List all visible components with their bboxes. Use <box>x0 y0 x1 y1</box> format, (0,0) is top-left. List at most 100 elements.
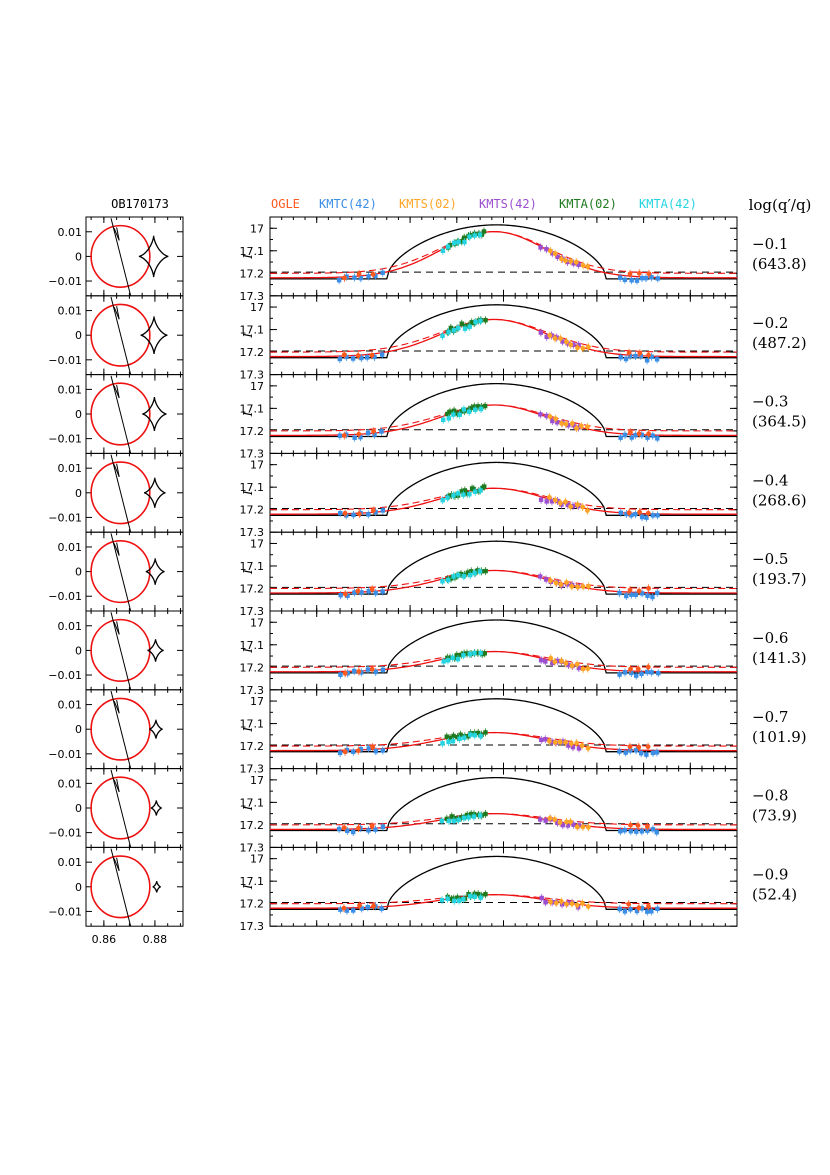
data-point <box>447 409 453 414</box>
source-circle <box>90 776 151 840</box>
data-point <box>645 510 651 516</box>
data-point <box>550 418 555 424</box>
data-point <box>544 413 549 419</box>
lc-ytick-label: 17.2 <box>240 346 265 359</box>
data-point <box>627 271 633 277</box>
trajectory-line <box>110 690 132 769</box>
data-point <box>341 825 347 831</box>
model-red-dashed <box>270 569 737 590</box>
data-point <box>566 662 571 668</box>
data-point <box>543 900 548 905</box>
data-point <box>451 408 457 413</box>
data-point <box>464 651 470 656</box>
lc-ytick-label: 17.1 <box>240 245 265 258</box>
data-point <box>569 421 575 426</box>
data-point <box>373 273 378 279</box>
data-point <box>543 818 548 823</box>
data-point <box>359 906 364 911</box>
data-point <box>475 568 480 573</box>
data-point <box>568 819 574 825</box>
data-point <box>447 655 453 661</box>
data-point <box>617 275 623 280</box>
data-point <box>650 594 655 600</box>
legend-entry-kmts42: KMTS(42) <box>479 197 537 211</box>
data-point <box>440 497 445 503</box>
caustic-ytick-label: 0.01 <box>58 699 83 712</box>
lc-ylabel: I <box>241 805 255 811</box>
data-point <box>633 592 638 597</box>
data-point <box>336 277 342 283</box>
data-point <box>645 828 650 833</box>
data-point <box>636 905 642 911</box>
data-point <box>563 499 568 505</box>
data-point <box>645 593 650 598</box>
data-point <box>379 429 384 434</box>
data-point <box>469 569 474 574</box>
data-point <box>629 278 634 283</box>
data-point <box>655 906 660 912</box>
data-point <box>365 905 370 910</box>
caustic-curve <box>143 477 166 508</box>
lc-ytick-label: 17.2 <box>240 582 265 595</box>
data-point <box>344 747 350 753</box>
data-point <box>628 513 634 518</box>
data-point <box>352 590 357 595</box>
legend-entry-kmta42: KMTA(42) <box>639 197 697 211</box>
lc-ytick-label: 17 <box>250 537 264 550</box>
lc-ytick-label: 17.2 <box>240 425 265 438</box>
data-point <box>344 908 350 913</box>
data-point <box>578 423 584 429</box>
data-point <box>337 356 343 362</box>
data-point <box>575 502 580 508</box>
data-point <box>622 432 628 438</box>
model-red-dashed <box>270 404 738 432</box>
data-point <box>586 583 591 589</box>
data-point <box>483 892 488 897</box>
data-point <box>472 570 477 576</box>
caustic-ytick-label: 0.01 <box>58 541 83 554</box>
data-point <box>585 745 591 751</box>
lc-ytick-label: 17.3 <box>240 526 265 539</box>
chi2-label: (141.3) <box>752 649 807 667</box>
data-point <box>380 270 385 275</box>
data-point <box>338 592 343 598</box>
trajectory-arrow <box>116 778 120 793</box>
model-black <box>270 698 737 753</box>
data-point <box>451 818 457 824</box>
data-point <box>645 824 650 830</box>
data-point <box>626 510 632 516</box>
data-point <box>627 744 633 750</box>
log-ratio-label: −0.5 <box>752 550 788 568</box>
data-point <box>552 659 558 665</box>
data-point <box>446 329 451 335</box>
caustic-ytick-label: −0.01 <box>48 905 82 918</box>
data-point <box>634 278 640 283</box>
data-point <box>467 893 473 899</box>
model-red-solid <box>270 230 737 279</box>
data-point <box>617 672 622 677</box>
data-point <box>467 491 472 497</box>
data-point <box>552 336 558 341</box>
data-point <box>623 356 629 362</box>
data-point <box>482 403 488 409</box>
data-point <box>538 657 544 663</box>
model-black <box>270 855 737 910</box>
data-point <box>654 830 659 835</box>
data-point <box>644 358 650 363</box>
data-point <box>538 330 544 335</box>
data-point <box>373 669 378 675</box>
data-point <box>635 666 641 672</box>
data-point <box>649 909 654 914</box>
data-point <box>478 406 484 412</box>
data-point <box>483 317 488 323</box>
data-point <box>574 661 580 667</box>
data-point <box>580 824 586 830</box>
data-point <box>571 342 576 347</box>
data-point <box>538 245 543 250</box>
lc-ytick-label: 17.2 <box>240 661 265 674</box>
data-point <box>471 486 477 492</box>
lc-ytick-label: 17.1 <box>240 875 265 888</box>
lc-ylabel: I <box>241 727 255 733</box>
data-point <box>456 572 461 578</box>
